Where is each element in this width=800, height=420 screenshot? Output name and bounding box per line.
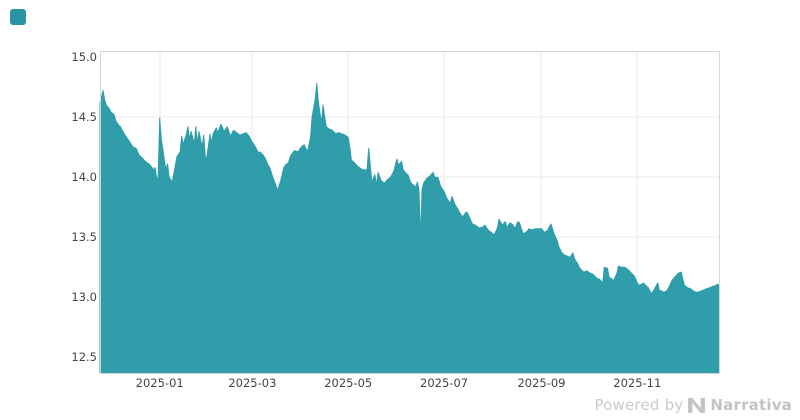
powered-by-text: Powered by <box>594 396 684 414</box>
y-tick-label: 13.0 <box>71 290 97 305</box>
y-tick-label: 12.5 <box>71 350 97 365</box>
area-series <box>99 82 720 374</box>
y-tick-label: 14.5 <box>71 110 97 125</box>
x-tick-label: 2025-11 <box>613 376 662 390</box>
x-tick-label: 2025-03 <box>228 376 277 390</box>
y-tick-label: 14.0 <box>71 170 97 185</box>
plot-border <box>100 51 720 374</box>
x-tick-label: 2025-05 <box>324 376 373 390</box>
brand-mark <box>10 9 26 25</box>
watermark: Powered by Narrativa <box>594 395 792 415</box>
y-tick-label: 15.0 <box>71 50 97 64</box>
narrativa-brand-text: Narrativa <box>710 396 792 414</box>
y-tick-label: 13.5 <box>71 230 97 245</box>
x-tick-label: 2025-07 <box>420 376 469 390</box>
x-tick-label: 2025-01 <box>135 376 184 390</box>
x-tick-label: 2025-09 <box>517 376 566 390</box>
narrativa-logo-icon <box>688 397 706 413</box>
